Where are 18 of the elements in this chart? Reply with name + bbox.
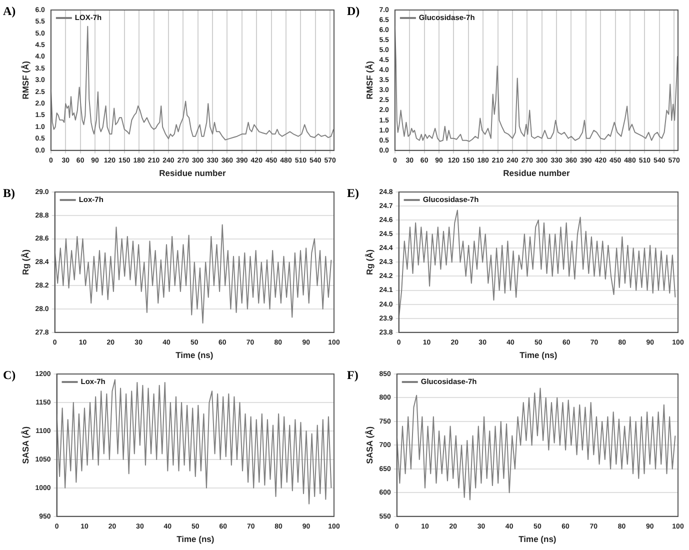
chart-title: E) (347, 186, 360, 200)
y-axis-title: Rg (Å) (364, 249, 374, 275)
y-axis-title: RMSF (Å) (364, 60, 374, 100)
x-axis-title: Time (ns) (176, 350, 214, 360)
chart-title: A) (3, 4, 16, 18)
x-axis-title: Residue number (159, 168, 226, 178)
y-axis-title: SASA (Å) (364, 426, 374, 464)
y-axis-title: SASA (Å) (20, 426, 30, 464)
chart-title: D) (347, 4, 360, 18)
x-axis-title: Time (ns) (518, 534, 556, 544)
x-axis-title: Residue number (503, 168, 570, 178)
chart-title: B) (3, 186, 16, 200)
y-axis-title: RMSF (Å) (20, 60, 30, 100)
chart-title: C) (3, 368, 16, 382)
x-axis-title: Time (ns) (176, 534, 214, 544)
y-axis-title: Rg (Å) (20, 249, 30, 275)
x-axis-title: Time (ns) (520, 350, 558, 360)
chart-title: F) (347, 368, 358, 382)
